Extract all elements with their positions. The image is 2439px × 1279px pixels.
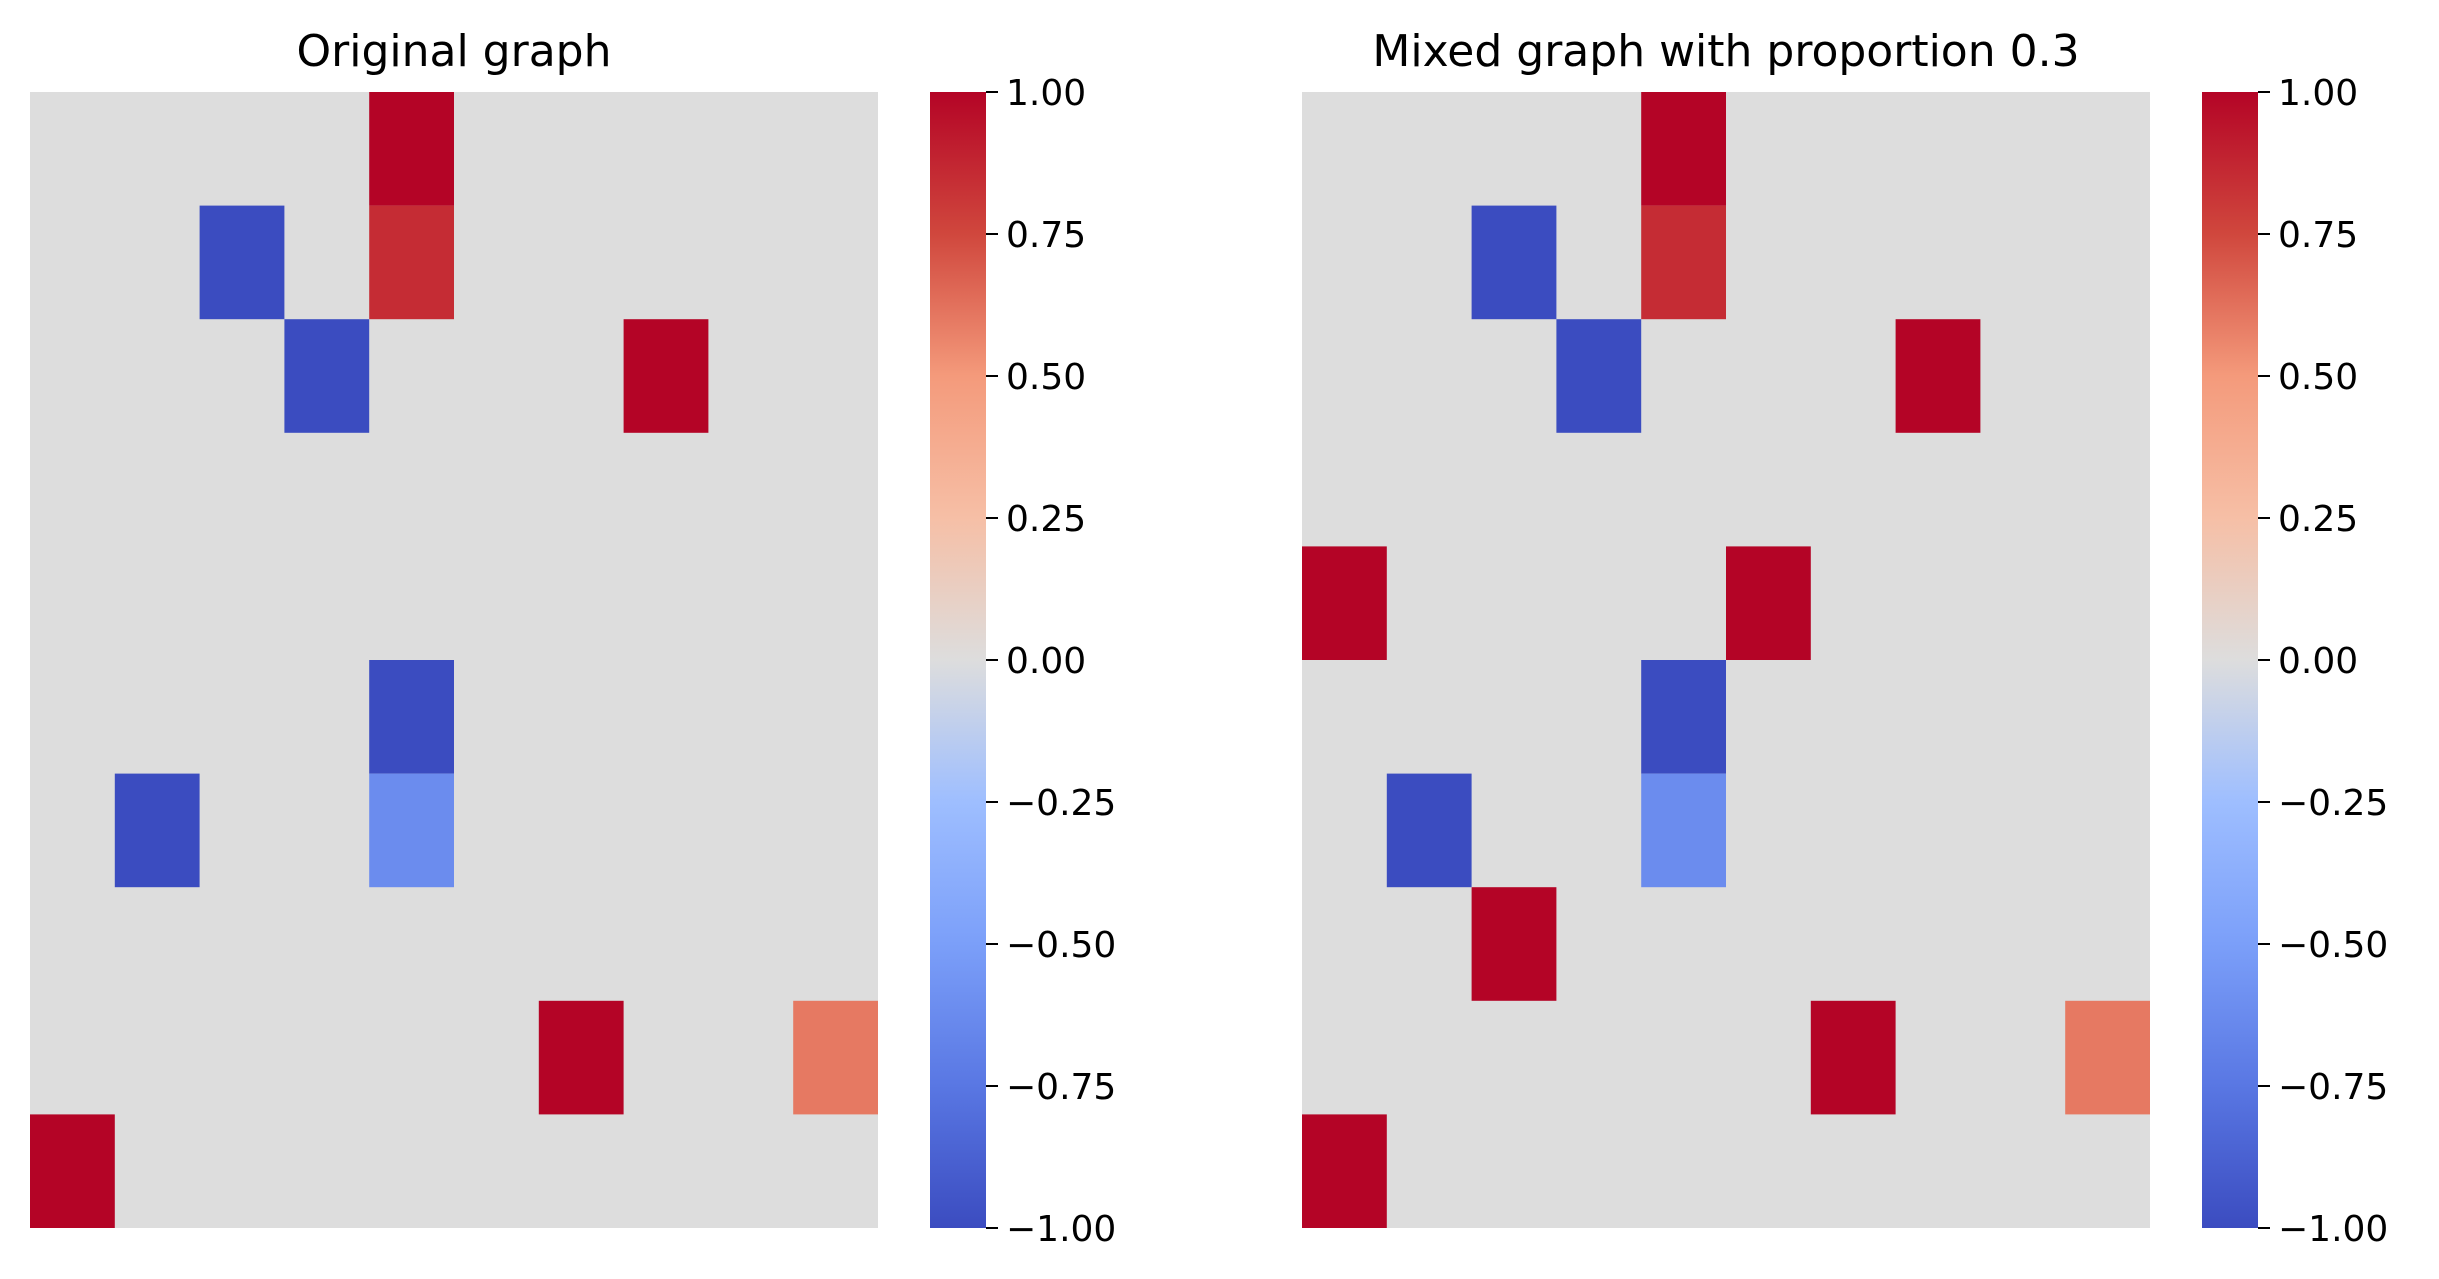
heatmap-cell <box>1302 546 1387 660</box>
colorbar-tick-label: 0.50 <box>1006 357 1086 398</box>
colorbar-tick-label: 0.75 <box>1006 215 1086 256</box>
original-graph-panel: Original graph 1.00 0.75 0.50 0.25 0.00 −0.25 −… <box>30 26 1116 1250</box>
colorbar-tick-label: −0.25 <box>1006 783 1116 824</box>
heatmap-cell <box>1895 319 1981 433</box>
heatmap-cell <box>1641 92 1726 206</box>
colorbar <box>2202 92 2258 1228</box>
colorbar-tick-label: −1.00 <box>1006 1209 1116 1250</box>
heatmap-cell <box>1471 887 1557 1001</box>
colorbar-tick-label: −1.00 <box>2278 1209 2388 1250</box>
heatmap-cell <box>369 773 454 888</box>
heatmap-cell <box>2065 1000 2150 1115</box>
heatmap-cell <box>114 773 200 888</box>
heatmap-cell <box>1641 773 1726 888</box>
colorbar-tick-label: −0.25 <box>2278 783 2388 824</box>
colorbar-tick-label: 0.50 <box>2278 357 2358 398</box>
colorbar-tick-label: 1.00 <box>2278 73 2358 114</box>
colorbar-tick-label: 1.00 <box>1006 73 1086 114</box>
colorbar-tick-label: 0.25 <box>1006 499 1086 540</box>
chart-title: Original graph <box>297 26 612 77</box>
heatmap-cell <box>30 1114 115 1228</box>
heatmap-cell <box>369 660 454 774</box>
colorbar-tick-label: 0.25 <box>2278 499 2358 540</box>
chart-title: Mixed graph with proportion 0.3 <box>1372 26 2079 77</box>
colorbar-tick-label: −0.50 <box>1006 925 1116 966</box>
heatmap-cell <box>1471 205 1557 320</box>
heatmap-cell <box>1386 773 1472 888</box>
heatmap-cell <box>1641 660 1726 774</box>
colorbar-tick-label: 0.00 <box>2278 641 2358 682</box>
heatmap-cell <box>1302 1114 1387 1228</box>
colorbar-tick-label: −0.75 <box>2278 1067 2388 1108</box>
heatmap-cell <box>793 1000 878 1115</box>
heatmap-cell <box>284 319 370 433</box>
colorbar-tick-label: 0.00 <box>1006 641 1086 682</box>
heatmap-cell <box>1556 319 1642 433</box>
heatmap-cell <box>1641 205 1726 320</box>
heatmap-cell <box>1810 1000 1896 1115</box>
colorbar <box>930 92 986 1228</box>
heatmap-cell <box>1726 546 1811 660</box>
colorbar-tick-label: −0.50 <box>2278 925 2388 966</box>
heatmap-cell <box>369 92 454 206</box>
mixed-graph-panel: Mixed graph with proportion 0.3 1.00 0.75 0… <box>1302 26 2388 1250</box>
heatmap-cell <box>538 1000 624 1115</box>
heatmap-cell <box>369 205 454 320</box>
heatmap-cell <box>623 319 709 433</box>
heatmap-cell <box>199 205 285 320</box>
colorbar-tick-label: 0.75 <box>2278 215 2358 256</box>
colorbar-tick-label: −0.75 <box>1006 1067 1116 1108</box>
